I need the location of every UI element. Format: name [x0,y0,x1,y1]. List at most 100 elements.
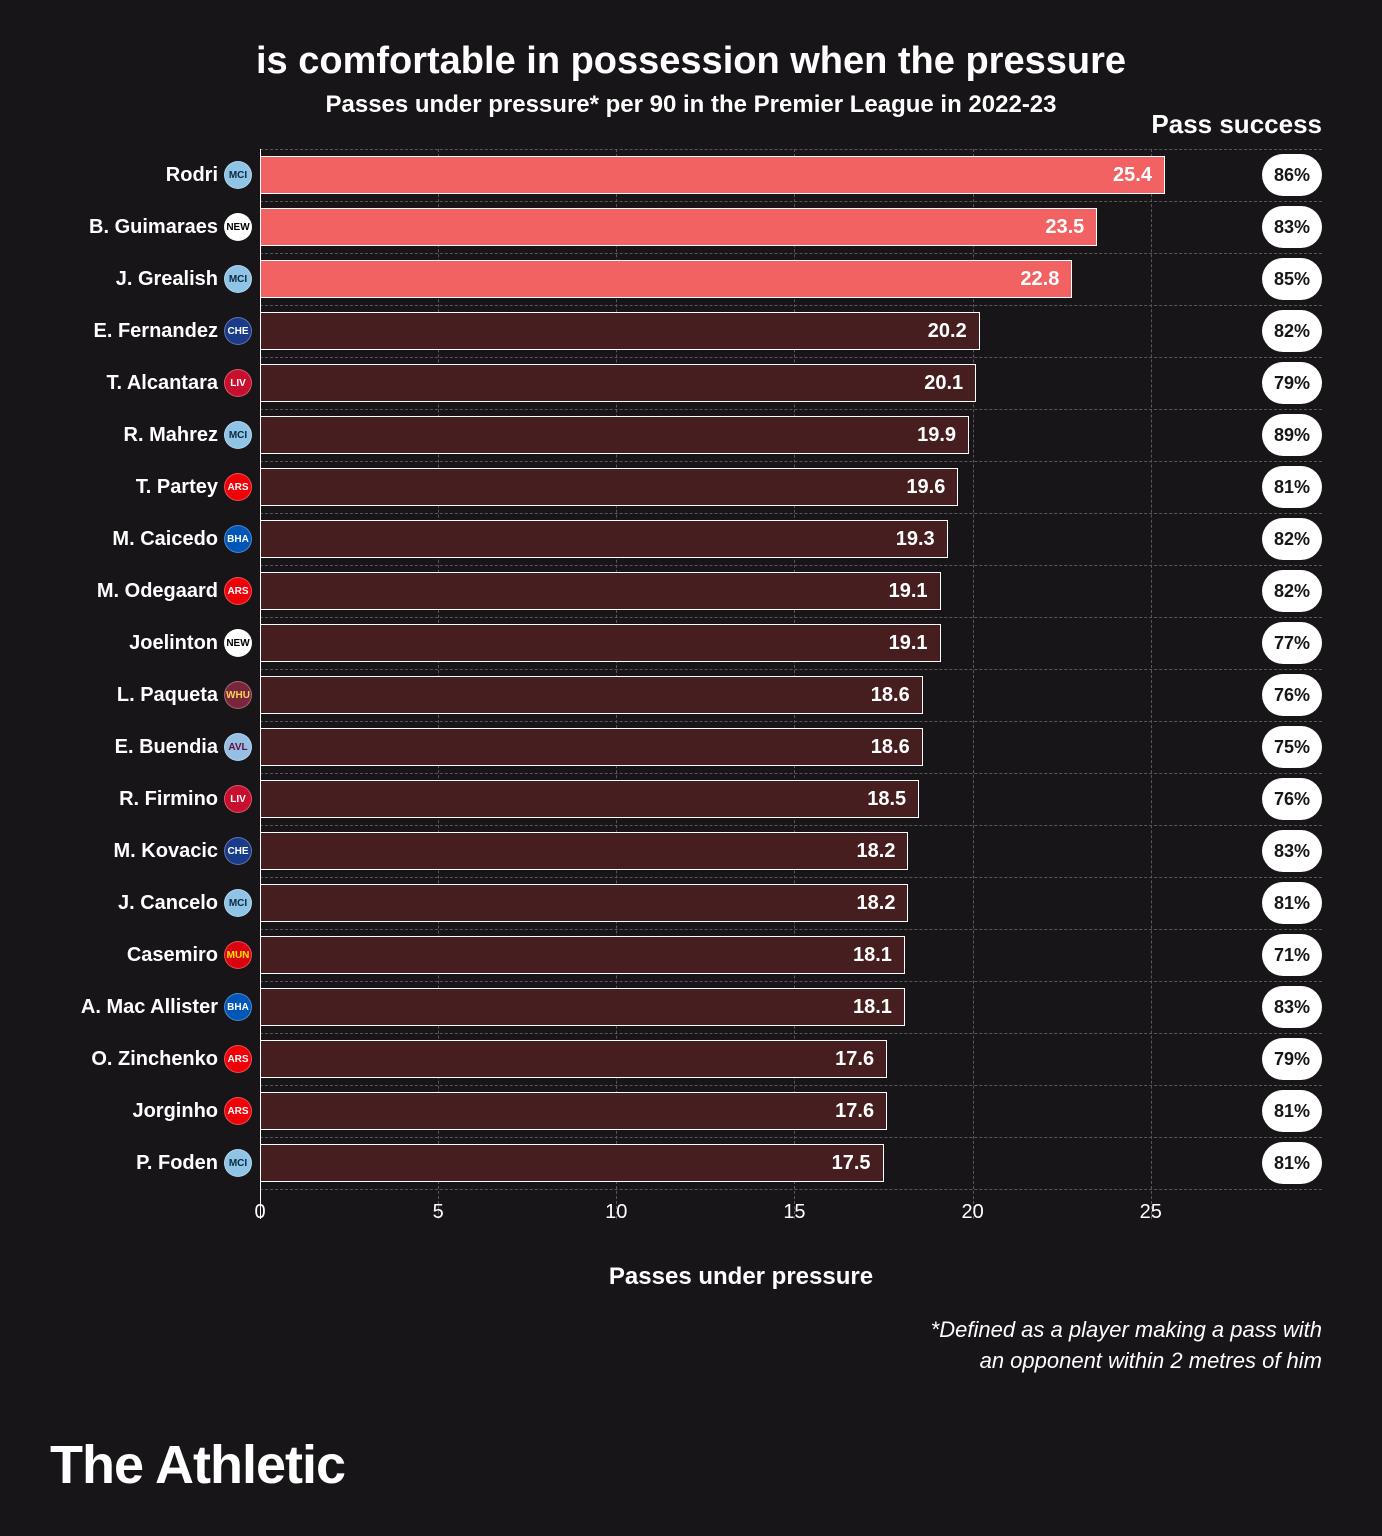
bar-track: 18.5 [260,780,1222,818]
bar-track: 19.9 [260,416,1222,454]
bar: 20.2 [260,312,980,350]
pass-success-pill: 79% [1262,362,1322,404]
club-badge-icon: MCI [224,889,252,917]
bar-value: 18.1 [853,996,892,1019]
bar-row: E. FernandezCHE20.282% [260,305,1222,357]
bar-track: 18.1 [260,936,1222,974]
club-badge-icon: CHE [224,317,252,345]
bar-row: M. CaicedoBHA19.382% [260,513,1222,565]
bar-track: 17.6 [260,1040,1222,1078]
bar-value: 23.5 [1045,216,1084,239]
club-badge-icon: ARS [224,577,252,605]
bar-track: 22.8 [260,260,1222,298]
bar-value: 18.5 [867,788,906,811]
bar-row: T. AlcantaraLIV20.179% [260,357,1222,409]
x-tick: 10 [605,1201,627,1224]
bar-track: 17.5 [260,1144,1222,1182]
bar-row: CasemiroMUN18.171% [260,929,1222,981]
player-name: R. Mahrez [60,424,218,447]
bar-track: 25.4 [260,156,1222,194]
player-name: M. Kovacic [60,840,218,863]
pass-success-pill: 89% [1262,414,1322,456]
player-name: Rodri [60,164,218,187]
bar: 19.6 [260,468,958,506]
bar-track: 20.1 [260,364,1222,402]
footnote-line-2: an opponent within 2 metres of him [980,1348,1322,1373]
bar-track: 19.1 [260,624,1222,662]
pass-success-pill: 83% [1262,830,1322,872]
chart-area: Pass success RodriMCI25.486%B. Guimaraes… [260,149,1222,1291]
bar-row: J. CanceloMCI18.281% [260,877,1222,929]
bar-value: 17.6 [835,1048,874,1071]
bar-row: RodriMCI25.486% [260,149,1222,201]
player-name: E. Buendia [60,736,218,759]
bar-row: O. ZinchenkoARS17.679% [260,1033,1222,1085]
club-badge-icon: AVL [224,733,252,761]
bar-row: T. ParteyARS19.681% [260,461,1222,513]
player-name: M. Odegaard [60,580,218,603]
x-tick: 5 [433,1201,444,1224]
x-tick: 25 [1140,1201,1162,1224]
pass-success-pill: 79% [1262,1038,1322,1080]
club-badge-icon: ARS [224,1045,252,1073]
club-badge-icon: NEW [224,213,252,241]
bar: 17.5 [260,1144,884,1182]
bar: 22.8 [260,260,1072,298]
pass-success-pill: 81% [1262,882,1322,924]
x-axis: 0510152025 [260,1193,1222,1223]
bar: 19.3 [260,520,948,558]
club-badge-icon: BHA [224,525,252,553]
bar: 17.6 [260,1092,887,1130]
player-name: P. Foden [60,1152,218,1175]
bar-track: 19.1 [260,572,1222,610]
chart-footnote: *Defined as a player making a pass with … [60,1315,1322,1377]
bar-value: 18.2 [857,892,896,915]
chart-subtitle: Passes under pressure* per 90 in the Pre… [60,91,1322,119]
club-badge-icon: ARS [224,473,252,501]
player-name: J. Grealish [60,268,218,291]
bar-row: R. MahrezMCI19.989% [260,409,1222,461]
bar-track: 18.2 [260,832,1222,870]
bar-row: L. PaquetaWHU18.676% [260,669,1222,721]
bar-row: J. GrealishMCI22.885% [260,253,1222,305]
pass-success-pill: 75% [1262,726,1322,768]
club-badge-icon: NEW [224,629,252,657]
player-name: B. Guimaraes [60,216,218,239]
player-name: Casemiro [60,944,218,967]
bar-row: B. GuimaraesNEW23.583% [260,201,1222,253]
player-name: A. Mac Allister [60,996,218,1019]
bar-track: 20.2 [260,312,1222,350]
bar-value: 18.1 [853,944,892,967]
pass-success-pill: 82% [1262,570,1322,612]
bar-track: 17.6 [260,1092,1222,1130]
bar-track: 18.6 [260,728,1222,766]
bar-row: R. FirminoLIV18.576% [260,773,1222,825]
bar-value: 18.6 [871,684,910,707]
bar-row: JoelintonNEW19.177% [260,617,1222,669]
club-badge-icon: MCI [224,1149,252,1177]
bar: 17.6 [260,1040,887,1078]
bar-track: 18.6 [260,676,1222,714]
bar-track: 18.2 [260,884,1222,922]
bar-track: 18.1 [260,988,1222,1026]
pass-success-pill: 82% [1262,310,1322,352]
club-badge-icon: LIV [224,785,252,813]
bar-row: A. Mac AllisterBHA18.183% [260,981,1222,1033]
bar: 18.6 [260,676,923,714]
player-name: Joelinton [60,632,218,655]
pass-success-pill: 81% [1262,1142,1322,1184]
bar: 19.1 [260,572,941,610]
bar-row: JorginhoARS17.681% [260,1085,1222,1137]
player-name: J. Cancelo [60,892,218,915]
h-gridline [260,1189,1322,1190]
pass-success-pill: 82% [1262,518,1322,560]
x-tick: 0 [254,1201,265,1224]
bar: 18.2 [260,884,908,922]
bar-rows: RodriMCI25.486%B. GuimaraesNEW23.583%J. … [260,149,1222,1189]
player-name: L. Paqueta [60,684,218,707]
bar-track: 19.6 [260,468,1222,506]
bar-track: 23.5 [260,208,1222,246]
bar-value: 20.2 [928,320,967,343]
chart-title: is comfortable in possession when the pr… [60,40,1322,83]
club-badge-icon: WHU [224,681,252,709]
